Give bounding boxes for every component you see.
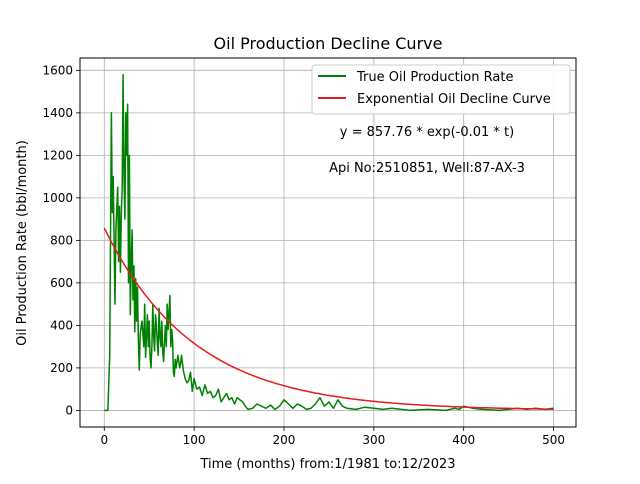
legend-label-decline-curve: Exponential Oil Decline Curve	[357, 92, 551, 107]
y-axis-label: Oil Production Rate (bbl/month)	[15, 140, 30, 346]
series-true-oil-production-rate	[104, 73, 554, 412]
x-tick-label: 300	[362, 433, 385, 447]
x-axis-label: Time (months) from:1/1981 to:12/2023	[199, 457, 455, 472]
legend-box	[311, 64, 571, 115]
x-tick-label: 200	[273, 433, 296, 447]
series-exponential-decline-curve	[103, 227, 554, 410]
plot-frame	[79, 57, 577, 428]
y-tick-label: 1400	[42, 106, 73, 120]
x-tick-label: 500	[542, 433, 565, 447]
y-tick-label: 800	[50, 233, 73, 247]
x-tick-label: 0	[100, 433, 108, 447]
well-annotation: Api No:2510851, Well:87-AX-3	[329, 161, 525, 176]
x-tick-label: 400	[452, 433, 475, 447]
y-tick-label: 1200	[42, 148, 73, 162]
y-tick-label: 0	[65, 403, 73, 417]
y-tick-label: 600	[50, 276, 73, 290]
plot-lines	[103, 73, 554, 412]
legend-label-true-rate: True Oil Production Rate	[356, 70, 513, 85]
y-tick-label: 200	[50, 361, 73, 375]
axes: 0 100 200 300 400 500 0 200 400 600 800 1000 1200 140…	[42, 63, 565, 447]
y-tick-label: 1600	[42, 63, 73, 77]
y-tick-label: 400	[50, 318, 73, 332]
x-tick-label: 100	[183, 433, 206, 447]
y-tick-label: 1000	[42, 191, 73, 205]
equation-annotation: y = 857.76 * exp(-0.01 * t)	[340, 125, 514, 140]
legend: True Oil Production Rate Exponential Oil…	[311, 64, 571, 115]
chart-title: Oil Production Decline Curve	[214, 34, 443, 53]
